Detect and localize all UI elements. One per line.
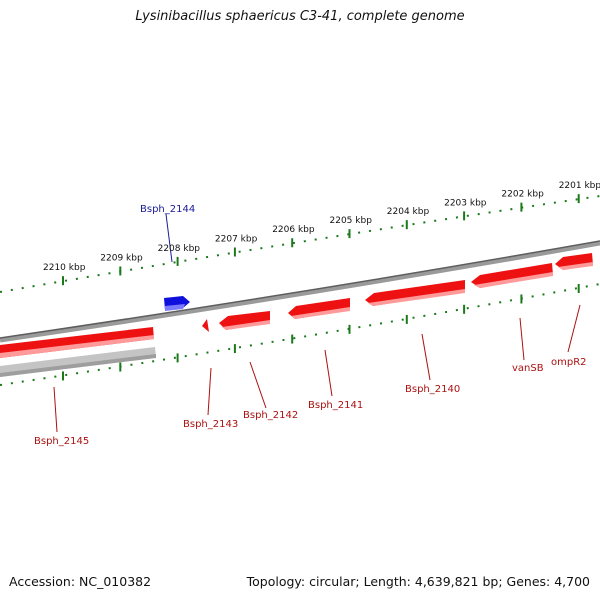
scale-tick-labels: 2210 kbp 2209 kbp 2208 kbp 2207 kbp 2206 kbp… [43,181,600,273]
page-title: Lysinibacillus sphaericus C3-41, complet… [135,9,465,24]
scale-tick-label: 2203 kbp [444,198,487,208]
scale-tick-label: 2202 kbp [501,190,544,200]
scale-tick-label: 2201 kbp [559,181,600,191]
gene-label-bsph-2140[interactable]: Bsph_2140 [405,384,460,395]
gene-label-bsph-2141[interactable]: Bsph_2141 [308,400,363,411]
gene-label-bsph-2145[interactable]: Bsph_2145 [34,436,89,447]
accession-text: Accession: NC_010382 [9,574,152,589]
gene-label-ompr2[interactable]: ompR2 [551,357,587,368]
gene-bsph-2141[interactable] [288,298,350,319]
gene-bsph-2143[interactable] [202,319,209,332]
gene-labels: Bsph_2144 Bsph_2145 Bsph_2143 Bsph_2142 … [34,204,587,447]
genome-backbone [0,240,600,343]
gene-label-bsph-2144[interactable]: Bsph_2144 [140,204,195,215]
gene-ompr2[interactable] [555,253,593,270]
scale-tick-label: 2210 kbp [43,263,86,273]
scale-tick-label: 2206 kbp [272,225,315,235]
grey-feature [0,347,156,377]
gene-label-vansb[interactable]: vanSB [512,363,544,374]
scale-tick-label: 2208 kbp [158,244,201,254]
genome-summary: Topology: circular; Length: 4,639,821 bp… [246,574,590,589]
gene-bsph-2144[interactable] [164,296,190,311]
inner-scale-ticks [62,283,580,381]
scale-tick-label: 2204 kbp [387,207,430,217]
gene-label-bsph-2142[interactable]: Bsph_2142 [243,410,298,421]
scale-ticks [62,194,580,286]
scale-tick-label: 2207 kbp [215,235,258,245]
scale-tick-label: 2209 kbp [100,253,143,263]
gene-bsph-2140[interactable] [365,280,465,306]
scale-tick-label: 2205 kbp [330,216,373,226]
gene-bsph-2142[interactable] [219,311,270,330]
label-connectors [53,213,581,433]
gene-bsph-2145[interactable] [0,327,154,358]
gene-vansb[interactable] [471,263,553,288]
gene-label-bsph-2143[interactable]: Bsph_2143 [183,419,238,430]
